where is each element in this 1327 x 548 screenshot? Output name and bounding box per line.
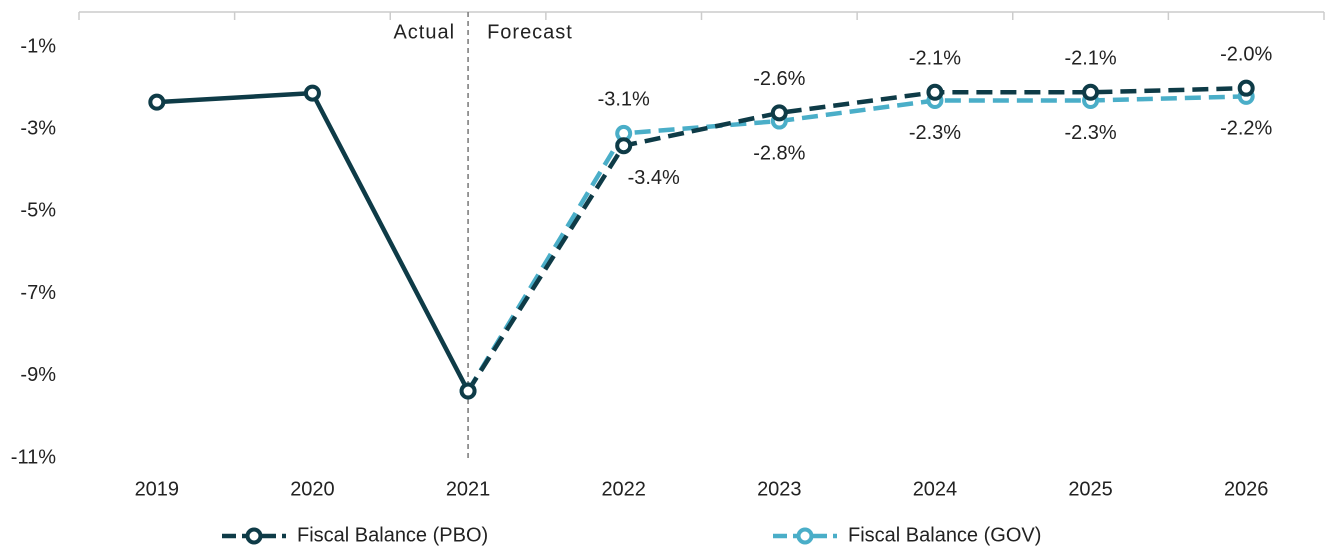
- marker: [615, 137, 633, 155]
- marker: [1237, 79, 1255, 97]
- data-label: -3.1%: [598, 89, 650, 111]
- data-label: -2.3%: [1064, 122, 1116, 144]
- legend-label: Fiscal Balance (PBO): [297, 524, 488, 546]
- x-tick-label: 2023: [757, 478, 802, 500]
- x-tick-label: 2022: [601, 478, 646, 500]
- data-label: -2.6%: [753, 68, 805, 90]
- y-tick-label: -3%: [20, 118, 56, 140]
- y-tick-label: -11%: [11, 446, 56, 468]
- x-tick-label: 2024: [913, 478, 958, 500]
- data-label: -2.1%: [1064, 48, 1116, 70]
- marker: [1082, 83, 1100, 101]
- marker: [148, 93, 166, 111]
- data-label: -2.1%: [909, 48, 961, 70]
- forecast-line: [466, 94, 1247, 393]
- data-label: -2.0%: [1220, 43, 1272, 65]
- marker: [303, 84, 321, 102]
- y-tick-label: -5%: [20, 200, 56, 222]
- forecast-line: [466, 85, 1247, 393]
- marker: [770, 104, 788, 122]
- x-tick-label: 2026: [1224, 478, 1269, 500]
- x-tick-label: 2020: [290, 478, 335, 500]
- y-tick-label: -7%: [20, 282, 56, 304]
- divider-right-label: Forecast: [487, 21, 573, 43]
- legend-marker: [796, 527, 814, 545]
- legend-label: Fiscal Balance (GOV): [848, 524, 1041, 546]
- divider-left-label: Actual: [393, 21, 455, 43]
- x-tick-label: 2021: [446, 478, 491, 500]
- marker: [926, 83, 944, 101]
- y-tick-label: -1%: [20, 35, 56, 57]
- data-label: -3.4%: [628, 167, 680, 189]
- data-label: -2.3%: [909, 122, 961, 144]
- x-tick-label: 2025: [1068, 478, 1113, 500]
- marker: [459, 382, 477, 400]
- data-label: -2.8%: [753, 142, 805, 164]
- actual-line: [156, 90, 471, 393]
- legend-marker: [245, 527, 263, 545]
- data-label: -2.2%: [1220, 118, 1272, 140]
- y-tick-label: -9%: [20, 364, 56, 386]
- x-tick-label: 2019: [135, 478, 180, 500]
